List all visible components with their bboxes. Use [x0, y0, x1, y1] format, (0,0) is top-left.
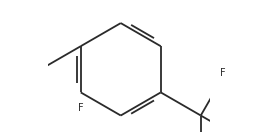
Text: F: F	[220, 68, 225, 78]
Text: F: F	[78, 103, 84, 113]
